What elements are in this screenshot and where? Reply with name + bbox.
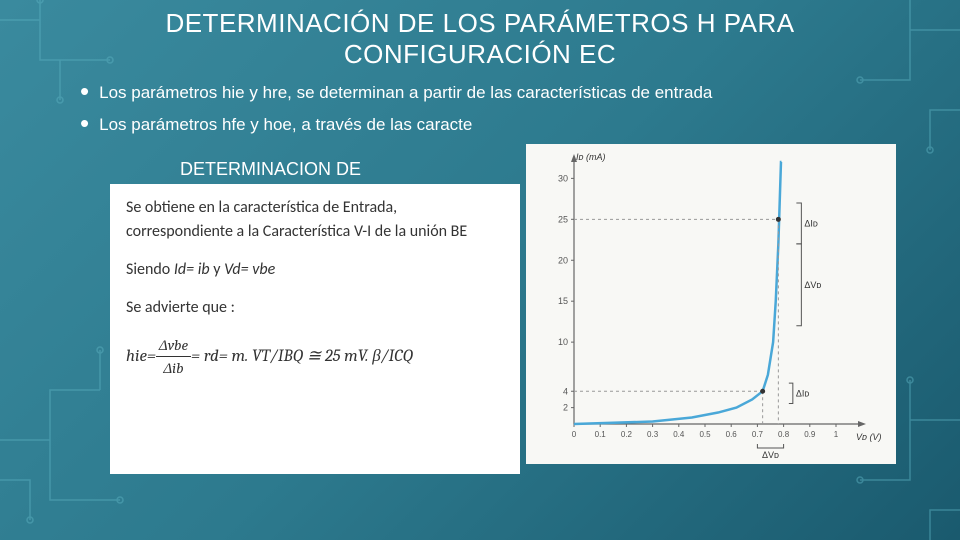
- svg-text:0.2: 0.2: [621, 430, 633, 439]
- svg-text:0.6: 0.6: [726, 430, 738, 439]
- svg-text:0.9: 0.9: [804, 430, 816, 439]
- svg-text:10: 10: [558, 337, 568, 347]
- svg-text:0.8: 0.8: [778, 430, 790, 439]
- svg-text:0.1: 0.1: [595, 430, 607, 439]
- diode-iv-chart: 2 4 10 15 20 25 30 0 0.1 0.2 0.3 0.4 0.5 0.6 0.7 0.8 0.9…: [526, 144, 896, 464]
- hie-formula: hie=ΔvbeΔib= rd= m. VT/IBQ ≅ 25 mV. β/IC…: [126, 334, 504, 380]
- svg-text:15: 15: [558, 296, 568, 306]
- svg-text:ΔIᴅ: ΔIᴅ: [796, 388, 810, 398]
- svg-text:Iᴅ (mA): Iᴅ (mA): [576, 152, 606, 162]
- svg-text:0.4: 0.4: [673, 430, 685, 439]
- svg-text:2: 2: [563, 402, 568, 412]
- textbox-p1: Se obtiene en la característica de Entra…: [126, 196, 504, 244]
- svg-text:1: 1: [834, 430, 839, 439]
- svg-text:ΔVᴅ: ΔVᴅ: [762, 450, 779, 460]
- bullet-item: • Los parámetros hfe y hoe, a través de …: [80, 114, 900, 136]
- bullet-list: • Los parámetros hie y hre, se determina…: [0, 70, 960, 154]
- svg-text:20: 20: [558, 255, 568, 265]
- svg-text:0: 0: [572, 430, 577, 439]
- explanation-textbox: Se obtiene en la característica de Entra…: [110, 184, 520, 474]
- svg-text:0.3: 0.3: [647, 430, 659, 439]
- bullet-text: Los parámetros hfe y hoe, a través de la…: [99, 114, 472, 136]
- svg-text:ΔIᴅ: ΔIᴅ: [804, 218, 818, 228]
- bullet-item: • Los parámetros hie y hre, se determina…: [80, 82, 900, 104]
- page-title: DETERMINACIÓN DE LOS PARÁMETROS H PARA C…: [0, 0, 960, 70]
- svg-text:30: 30: [558, 173, 568, 183]
- textbox-p2: Siendo Id= ib y Vd= vbe: [126, 258, 504, 282]
- svg-text:0.7: 0.7: [752, 430, 764, 439]
- svg-text:Vᴅ (V): Vᴅ (V): [856, 432, 882, 442]
- chart-svg: 2 4 10 15 20 25 30 0 0.1 0.2 0.3 0.4 0.5 0.6 0.7 0.8 0.9…: [526, 144, 896, 464]
- svg-text:25: 25: [558, 214, 568, 224]
- svg-text:0.5: 0.5: [699, 430, 711, 439]
- bullet-text: Los parámetros hie y hre, se determinan …: [99, 82, 712, 104]
- textbox-p3: Se advierte que :: [126, 296, 504, 320]
- svg-text:ΔVᴅ: ΔVᴅ: [804, 279, 821, 289]
- svg-text:4: 4: [563, 386, 568, 396]
